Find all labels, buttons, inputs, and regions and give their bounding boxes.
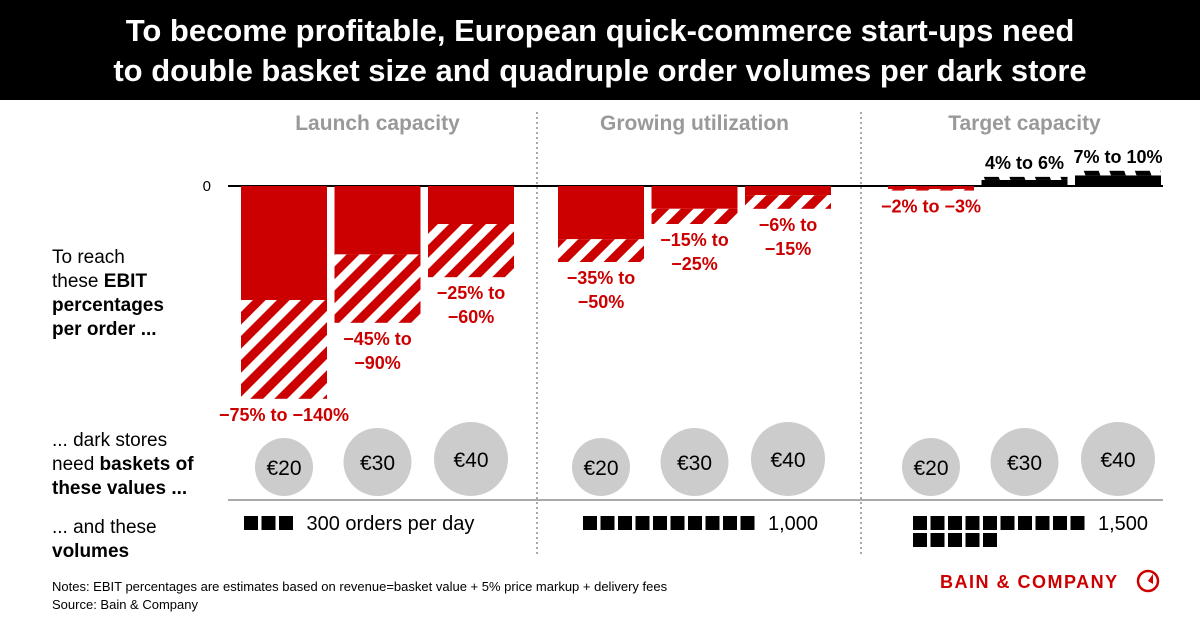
basket-value-label: €40 xyxy=(1100,449,1135,472)
orders-label: 1,000 xyxy=(768,513,818,535)
basket-value-label: €20 xyxy=(583,457,618,480)
basket-circle xyxy=(343,428,412,496)
basket-value-label: €40 xyxy=(770,449,805,472)
order-volume-square xyxy=(983,533,997,547)
basket-circle xyxy=(434,422,508,496)
order-volume-square xyxy=(600,516,615,530)
order-volume-square xyxy=(913,533,927,547)
order-volume-square xyxy=(965,516,980,530)
order-volume-square xyxy=(1018,516,1032,530)
basket-value-label: €20 xyxy=(266,457,301,480)
bar-value-label: −6% to xyxy=(759,215,818,235)
order-volume-square xyxy=(983,516,997,530)
bar-value-label: 7% to 10% xyxy=(1073,147,1162,167)
bar-solid-segment xyxy=(888,186,974,190)
order-volume-square xyxy=(1035,516,1050,530)
bar-value-label: −50% xyxy=(578,292,625,312)
bain-logo-icon xyxy=(1136,569,1160,593)
order-volume-square xyxy=(688,516,702,530)
bar-solid-segment xyxy=(1075,175,1161,186)
bain-logo-text: BAIN & COMPANY xyxy=(940,572,1119,592)
basket-circle xyxy=(1081,422,1155,496)
basket-circle xyxy=(751,422,825,496)
order-volume-square xyxy=(948,533,962,547)
bar-hatched-segment xyxy=(888,189,974,191)
order-volume-square xyxy=(1070,516,1085,530)
basket-value-label: €30 xyxy=(360,452,395,475)
order-volume-square xyxy=(635,516,650,530)
bar-hatched-segment xyxy=(1075,170,1161,176)
ebit-row-label: To reach these EBIT percentages per order .… xyxy=(52,247,164,340)
bar-hatched-segment xyxy=(334,254,421,323)
order-volume-square xyxy=(279,516,293,530)
baskets-row-label: ... dark stores need baskets of these valu… xyxy=(52,430,194,499)
order-volume-square xyxy=(244,516,258,530)
chart-title: To become profitable, European quick-com… xyxy=(0,0,1200,100)
bar-hatched-segment xyxy=(981,176,1068,180)
basket-circle xyxy=(902,438,960,496)
bar-solid-segment xyxy=(981,179,1068,186)
bar-value-label: −90% xyxy=(354,353,401,373)
bar-hatched-segment xyxy=(745,195,831,209)
group-title: Launch capacity xyxy=(295,112,460,135)
title-line-2: to double basket size and quadruple orde… xyxy=(113,53,1087,88)
bar-solid-segment xyxy=(745,186,831,196)
order-volume-square xyxy=(261,516,276,530)
bar-value-label: −25% to xyxy=(437,283,506,303)
bar-solid-segment xyxy=(651,186,738,209)
basket-value-label: €30 xyxy=(677,452,712,475)
order-volume-square xyxy=(1053,516,1067,530)
basket-circle xyxy=(660,428,729,496)
order-volume-square xyxy=(705,516,720,530)
bain-logo-icon-mark xyxy=(1148,574,1153,584)
order-volume-square xyxy=(948,516,962,530)
volumes-row-label: ... and these volumes xyxy=(52,517,157,562)
group-title: Growing utilization xyxy=(600,112,789,135)
orders-label: 1,500 xyxy=(1098,513,1148,535)
order-volume-square xyxy=(913,516,927,530)
bar-hatched-segment xyxy=(241,300,327,399)
bar-hatched-segment xyxy=(428,224,514,278)
order-volume-square xyxy=(670,516,685,530)
bar-value-label: −35% to xyxy=(567,268,636,288)
bar-solid-segment xyxy=(334,186,421,255)
order-volume-square xyxy=(740,516,755,530)
basket-circle xyxy=(990,428,1059,496)
basket-circle xyxy=(572,438,630,496)
title-line-1: To become profitable, European quick-com… xyxy=(125,13,1075,48)
bar-solid-segment xyxy=(428,186,514,224)
basket-value-label: €40 xyxy=(453,449,488,472)
order-volume-square xyxy=(583,516,597,530)
source: Source: Bain & Company xyxy=(52,597,198,612)
bar-hatched-segment xyxy=(558,239,644,262)
bar-value-label: −15% to xyxy=(660,230,729,250)
bar-value-label: −75% to −140% xyxy=(219,405,349,425)
bar-value-label: −15% xyxy=(765,239,812,259)
order-volume-square xyxy=(1000,516,1015,530)
order-volume-square xyxy=(930,516,945,530)
notes: Notes: EBIT percentages are estimates ba… xyxy=(52,579,668,594)
bar-value-label: −2% to −3% xyxy=(881,197,981,217)
zero-tick-label: 0 xyxy=(203,178,211,195)
bar-solid-segment xyxy=(241,186,327,300)
basket-value-label: €20 xyxy=(913,457,948,480)
basket-value-label: €30 xyxy=(1007,452,1042,475)
orders-label: 300 orders per day xyxy=(307,513,475,535)
bar-value-label: −60% xyxy=(448,307,495,327)
order-volume-square xyxy=(965,533,980,547)
bar-hatched-segment xyxy=(651,208,738,224)
order-volume-square xyxy=(930,533,945,547)
bar-value-label: −45% to xyxy=(343,329,412,349)
basket-circle xyxy=(255,438,313,496)
order-volume-square xyxy=(653,516,667,530)
group-title: Target capacity xyxy=(948,112,1101,135)
order-volume-square xyxy=(618,516,632,530)
order-volume-square xyxy=(723,516,737,530)
bar-solid-segment xyxy=(558,186,644,240)
bar-value-label: −25% xyxy=(671,254,718,274)
bar-value-label: 4% to 6% xyxy=(985,153,1064,173)
